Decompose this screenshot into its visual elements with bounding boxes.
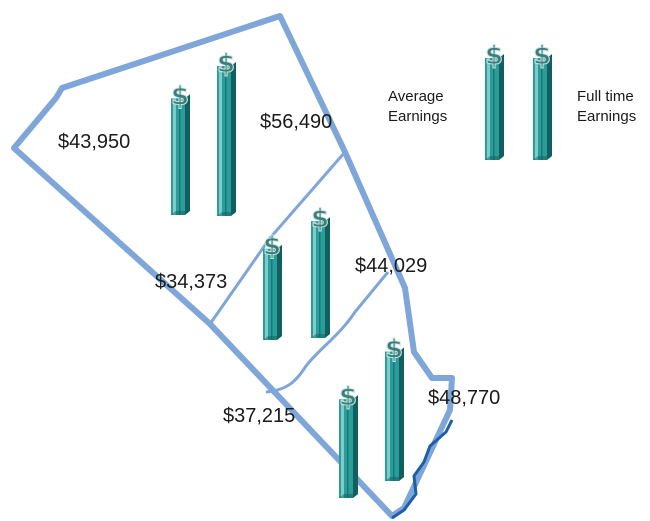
value-label-region3-fulltime: $48,770 <box>428 387 500 409</box>
dollar-sign-icon: $ <box>385 334 403 364</box>
legend-label-fulltime-line2: Earnings <box>577 108 636 125</box>
bar-region1-average: $ <box>170 81 190 215</box>
value-label-region2-fulltime: $44,029 <box>355 255 427 277</box>
bar-region3-average: $ <box>338 382 358 498</box>
dollar-sign-icon: $ <box>339 382 357 412</box>
inner-boundary-lower <box>265 271 390 394</box>
bars-layer: $ $ $ $ $ $ <box>170 49 404 498</box>
dollar-sign-icon: $ <box>311 204 329 234</box>
dollar-sign-icon: $ <box>533 41 551 71</box>
bar-region1-fulltime: $ <box>216 49 236 216</box>
inner-boundary-upper <box>208 151 347 325</box>
bar-region2-average: $ <box>262 231 282 340</box>
value-label-region3-average: $37,215 <box>223 405 295 427</box>
legend-swatches: $ $ <box>484 41 552 160</box>
legend-label-average-line2: Earnings <box>388 108 447 125</box>
legend-label-fulltime-line1: Full time <box>577 88 634 105</box>
value-label-region1-fulltime: $56,490 <box>260 111 332 133</box>
value-label-region2-average: $34,373 <box>155 271 227 293</box>
dollar-sign-icon: $ <box>263 232 281 262</box>
bar-region2-fulltime: $ <box>310 204 330 338</box>
bar-region3-fulltime: $ <box>384 334 404 481</box>
dollar-sign-icon: $ <box>171 81 189 111</box>
legend-label-average-line1: Average <box>388 88 444 105</box>
outer-boundary <box>11 13 455 519</box>
river-line <box>391 419 454 520</box>
dollar-sign-icon: $ <box>485 41 503 71</box>
legend-swatch-average: $ <box>484 41 504 160</box>
legend-swatch-fulltime: $ <box>532 41 552 160</box>
value-label-region1-average: $43,950 <box>58 131 130 153</box>
dollar-sign-icon: $ <box>217 49 235 79</box>
